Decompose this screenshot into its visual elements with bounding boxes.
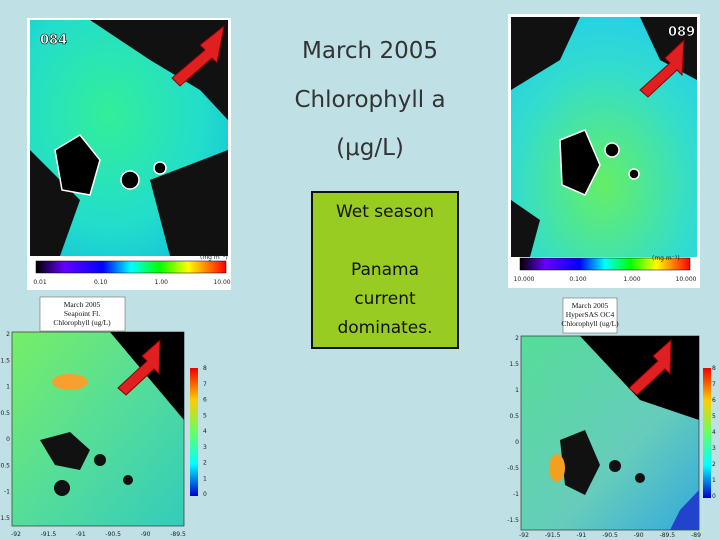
axis-tick-label: 2 xyxy=(712,461,716,468)
axis-tick-label: 0.5 xyxy=(509,413,519,420)
axis-tick-label: 1.5 xyxy=(509,361,519,368)
axis-tick-label: 2 xyxy=(6,331,10,338)
axis-tick-label: 0 xyxy=(712,493,716,500)
axis-tick-label: 2 xyxy=(515,335,519,342)
axis-tick-label: 6 xyxy=(712,397,716,404)
text-box xyxy=(311,191,459,349)
axis-tick-label: -90 xyxy=(634,532,644,539)
colorbar-tick-label: 0.100 xyxy=(569,276,586,283)
axis-tick-label: 1 xyxy=(515,387,519,394)
colorbar-tick-label: 10.000 xyxy=(514,276,535,283)
legend-text: HyperSAS OC4 xyxy=(566,310,615,319)
colorbar-tick-label: 1.000 xyxy=(623,276,640,283)
box-text: dominates. xyxy=(337,318,432,338)
axis-tick-label: -1.5 xyxy=(0,515,10,522)
axis-tick-label: 0 xyxy=(6,436,10,443)
title-line: (μg/L) xyxy=(336,135,404,161)
axis-tick-label: 7 xyxy=(712,381,716,388)
axis-tick-label: 3 xyxy=(203,444,207,451)
axis-tick-label: 5 xyxy=(203,412,207,419)
axis-tick-label: -89.5 xyxy=(660,532,676,539)
axis-tick-label: -1 xyxy=(513,491,519,498)
image-label: 084 xyxy=(40,33,67,48)
title-line: March 2005 xyxy=(302,38,438,64)
axis-tick-label: -90 xyxy=(141,531,151,538)
colorbar-unit: (mg m⁻³) xyxy=(652,255,680,262)
axis-tick-label: 7 xyxy=(203,381,207,388)
colorbar-tick-label: 10.00 xyxy=(213,279,230,286)
plot-left xyxy=(11,296,198,527)
axis-tick-label: -91 xyxy=(576,532,586,539)
axis-tick-label: -92 xyxy=(519,532,529,539)
axis-tick-label: -92 xyxy=(11,531,21,538)
axis-tick-label: -89 xyxy=(691,532,701,539)
axis-tick-label: -91.5 xyxy=(545,532,561,539)
axis-tick-label: 1 xyxy=(203,475,207,482)
axis-tick-label: -91 xyxy=(76,531,86,538)
box-text: current xyxy=(354,289,416,309)
axis-tick-label: 8 xyxy=(712,365,716,372)
axis-tick-label: 5 xyxy=(712,413,716,420)
axis-tick-label: 4 xyxy=(203,428,207,435)
colorbar-unit: (mg m⁻³) xyxy=(200,254,228,261)
title-line: Chlorophyll a xyxy=(294,87,445,113)
legend-text: Chlorophyll (ug/L) xyxy=(53,318,111,327)
axis-tick-label: -1 xyxy=(4,489,10,496)
axis-tick-label: 0 xyxy=(203,491,207,498)
satellite-image-left xyxy=(27,18,231,290)
satellite-image-right xyxy=(508,14,700,288)
box-heading: Wet season xyxy=(336,202,434,222)
axis-tick-label: 0 xyxy=(515,439,519,446)
axis-tick-label: -90.5 xyxy=(105,531,121,538)
axis-tick-label: 1.5 xyxy=(0,357,10,364)
axis-tick-label: 1 xyxy=(712,477,716,484)
axis-tick-label: 4 xyxy=(712,429,716,436)
axis-tick-label: 2 xyxy=(203,460,207,467)
plot-right xyxy=(520,297,711,531)
axis-tick-label: 3 xyxy=(712,445,716,452)
axis-tick-label: -1.5 xyxy=(507,517,519,524)
axis-tick-label: 8 xyxy=(203,365,207,372)
legend-text: Seapoint Fl. xyxy=(64,309,100,318)
axis-tick-label: -0.5 xyxy=(0,462,10,469)
axis-tick-label: -0.5 xyxy=(507,465,519,472)
axis-tick-label: 0.5 xyxy=(0,410,10,417)
axis-tick-label: 6 xyxy=(203,397,207,404)
axis-tick-label: -89.5 xyxy=(170,531,186,538)
axis-tick-label: -90.5 xyxy=(602,532,618,539)
box-text: Panama xyxy=(351,260,419,280)
colorbar-tick-label: 10.000 xyxy=(676,276,697,283)
colorbar-tick-label: 0.01 xyxy=(33,279,47,286)
axis-tick-label: 1 xyxy=(6,384,10,391)
colorbar-tick-label: 1.00 xyxy=(155,279,169,286)
image-label: 089 xyxy=(668,25,695,40)
axis-tick-label: -91.5 xyxy=(41,531,57,538)
colorbar-tick-label: 0.10 xyxy=(94,279,108,286)
legend-text: March 2005 xyxy=(64,300,101,309)
legend-text: Chlorophyll (ug/L) xyxy=(561,319,619,328)
legend-text: March 2005 xyxy=(572,301,609,310)
